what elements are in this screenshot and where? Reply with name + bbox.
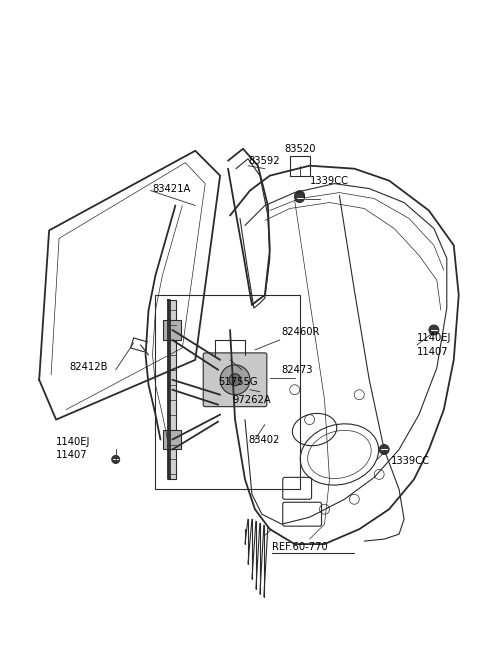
Text: 82473: 82473	[282, 365, 313, 375]
Bar	[168, 300, 176, 479]
Circle shape	[112, 455, 120, 464]
Circle shape	[429, 325, 439, 335]
Text: 51755G: 51755G	[218, 377, 258, 386]
Text: 11407: 11407	[417, 347, 449, 357]
Circle shape	[295, 193, 305, 202]
Text: 83592: 83592	[248, 156, 279, 166]
Text: 1339CC: 1339CC	[310, 176, 348, 185]
Text: REF.60-770: REF.60-770	[272, 542, 327, 552]
FancyBboxPatch shape	[203, 353, 267, 407]
Text: 1339CC: 1339CC	[391, 457, 430, 466]
Circle shape	[220, 365, 250, 395]
Text: 1140EJ: 1140EJ	[417, 333, 451, 343]
Bar	[156, 295, 300, 489]
Text: 83520: 83520	[284, 143, 315, 154]
Text: 83402: 83402	[248, 434, 279, 445]
Text: 1140EJ: 1140EJ	[56, 436, 90, 447]
Bar	[164, 320, 181, 340]
Circle shape	[295, 191, 305, 200]
Bar	[164, 430, 181, 449]
Text: 11407: 11407	[56, 451, 88, 460]
Text: 83421A: 83421A	[153, 183, 191, 194]
Text: 82412B: 82412B	[69, 362, 108, 372]
Circle shape	[229, 374, 241, 386]
Circle shape	[379, 445, 389, 455]
Text: 97262A: 97262A	[232, 395, 271, 405]
Text: 82460R: 82460R	[282, 327, 320, 337]
